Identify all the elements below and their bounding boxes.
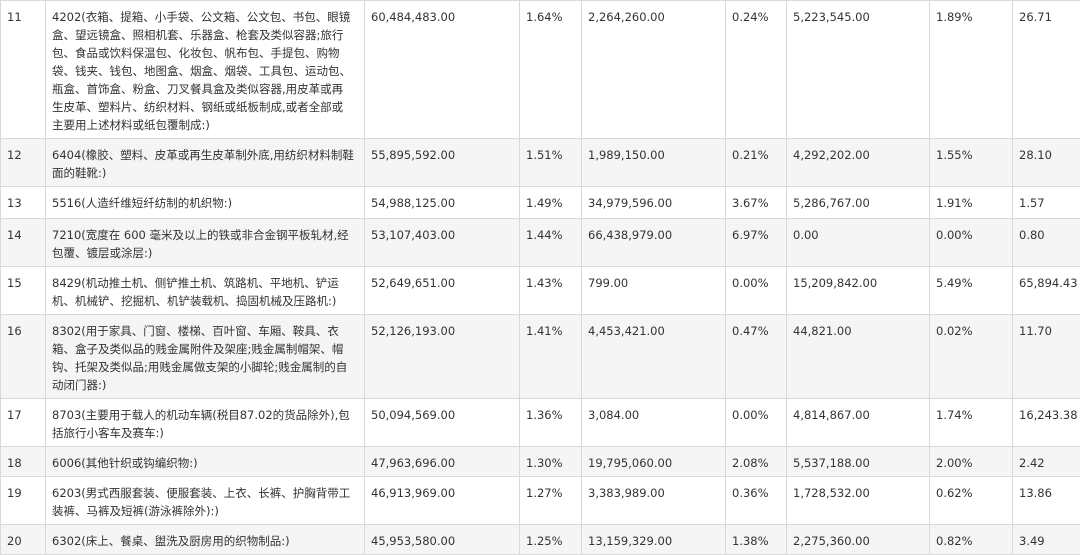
rank-cell: 19 xyxy=(1,477,46,525)
share-cell: 1.55% xyxy=(930,139,1013,187)
value-cell: 1,728,532.00 xyxy=(787,477,930,525)
value-cell: 4,453,421.00 xyxy=(582,315,726,399)
table-row: 12 6404(橡胶、塑料、皮革或再生皮革制外底,用纺织材料制鞋面的鞋靴:) 5… xyxy=(1,139,1080,187)
share-cell: 1.36% xyxy=(520,399,582,447)
commodity-description-cell: 8302(用于家具、门窗、楼梯、百叶窗、车厢、鞍具、衣箱、盒子及类似品的贱金属附… xyxy=(46,315,365,399)
commodity-description-cell: 7210(宽度在 600 毫米及以上的铁或非合金钢平板轧材,经包覆、镀层或涂层:… xyxy=(46,219,365,267)
rank-cell: 11 xyxy=(1,1,46,139)
value-cell: 4,814,867.00 xyxy=(787,399,930,447)
share-cell: 1.64% xyxy=(520,1,582,139)
share-cell: 0.47% xyxy=(726,315,787,399)
commodity-description-cell: 6203(男式西服套装、便服套装、上衣、长裤、护胸背带工装裤、马裤及短裤(游泳裤… xyxy=(46,477,365,525)
rank-cell: 14 xyxy=(1,219,46,267)
commodity-description-cell: 8429(机动推土机、侧铲推土机、筑路机、平地机、铲运机、机械铲、挖掘机、机铲装… xyxy=(46,267,365,315)
value-cell: 2,264,260.00 xyxy=(582,1,726,139)
value-cell: 19,795,060.00 xyxy=(582,447,726,477)
share-cell: 0.24% xyxy=(726,1,787,139)
value-cell: 44,821.00 xyxy=(787,315,930,399)
ratio-cell: 65,894.43 xyxy=(1013,267,1080,315)
ratio-cell: 28.10 xyxy=(1013,139,1080,187)
share-cell: 2.08% xyxy=(726,447,787,477)
value-cell: 4,292,202.00 xyxy=(787,139,930,187)
commodity-description-cell: 5516(人造纤维短纤纺制的机织物:) xyxy=(46,187,365,219)
value-cell: 46,913,969.00 xyxy=(365,477,520,525)
value-cell: 52,649,651.00 xyxy=(365,267,520,315)
share-cell: 1.89% xyxy=(930,1,1013,139)
share-cell: 0.62% xyxy=(930,477,1013,525)
commodity-description-cell: 6404(橡胶、塑料、皮革或再生皮革制外底,用纺织材料制鞋面的鞋靴:) xyxy=(46,139,365,187)
value-cell: 60,484,483.00 xyxy=(365,1,520,139)
value-cell: 34,979,596.00 xyxy=(582,187,726,219)
share-cell: 0.36% xyxy=(726,477,787,525)
share-cell: 3.67% xyxy=(726,187,787,219)
rank-cell: 16 xyxy=(1,315,46,399)
share-cell: 1.27% xyxy=(520,477,582,525)
commodity-description-cell: 8703(主要用于载人的机动车辆(税目87.02的货品除外),包括旅行小客车及赛… xyxy=(46,399,365,447)
rank-cell: 17 xyxy=(1,399,46,447)
rank-cell: 13 xyxy=(1,187,46,219)
share-cell: 1.74% xyxy=(930,399,1013,447)
ratio-cell: 0.80 xyxy=(1013,219,1080,267)
table-row: 14 7210(宽度在 600 毫米及以上的铁或非合金钢平板轧材,经包覆、镀层或… xyxy=(1,219,1080,267)
share-cell: 1.49% xyxy=(520,187,582,219)
commodity-description-cell: 6006(其他针织或钩编织物:) xyxy=(46,447,365,477)
value-cell: 52,126,193.00 xyxy=(365,315,520,399)
value-cell: 799.00 xyxy=(582,267,726,315)
value-cell: 53,107,403.00 xyxy=(365,219,520,267)
share-cell: 1.30% xyxy=(520,447,582,477)
value-cell: 66,438,979.00 xyxy=(582,219,726,267)
value-cell: 3,383,989.00 xyxy=(582,477,726,525)
ratio-cell: 11.70 xyxy=(1013,315,1080,399)
rank-cell: 15 xyxy=(1,267,46,315)
value-cell: 15,209,842.00 xyxy=(787,267,930,315)
share-cell: 1.44% xyxy=(520,219,582,267)
table-row: 19 6203(男式西服套装、便服套装、上衣、长裤、护胸背带工装裤、马裤及短裤(… xyxy=(1,477,1080,525)
commodity-description-cell: 4202(衣箱、提箱、小手袋、公文箱、公文包、书包、眼镜盒、望远镜盒、照相机套、… xyxy=(46,1,365,139)
value-cell: 5,537,188.00 xyxy=(787,447,930,477)
share-cell: 0.00% xyxy=(930,219,1013,267)
table-row: 17 8703(主要用于载人的机动车辆(税目87.02的货品除外),包括旅行小客… xyxy=(1,399,1080,447)
rank-cell: 12 xyxy=(1,139,46,187)
ratio-cell: 13.86 xyxy=(1013,477,1080,525)
share-cell: 1.43% xyxy=(520,267,582,315)
table-row: 15 8429(机动推土机、侧铲推土机、筑路机、平地机、铲运机、机械铲、挖掘机、… xyxy=(1,267,1080,315)
share-cell: 5.49% xyxy=(930,267,1013,315)
value-cell: 55,895,592.00 xyxy=(365,139,520,187)
ratio-cell: 1.57 xyxy=(1013,187,1080,219)
share-cell: 1.91% xyxy=(930,187,1013,219)
table-row: 16 8302(用于家具、门窗、楼梯、百叶窗、车厢、鞍具、衣箱、盒子及类似品的贱… xyxy=(1,315,1080,399)
share-cell: 2.00% xyxy=(930,447,1013,477)
value-cell: 50,094,569.00 xyxy=(365,399,520,447)
ratio-cell: 16,243.38 xyxy=(1013,399,1080,447)
share-cell: 1.51% xyxy=(520,139,582,187)
value-cell: 5,286,767.00 xyxy=(787,187,930,219)
value-cell: 54,988,125.00 xyxy=(365,187,520,219)
share-cell: 0.21% xyxy=(726,139,787,187)
share-cell: 1.41% xyxy=(520,315,582,399)
value-cell: 1,989,150.00 xyxy=(582,139,726,187)
table-row: 11 4202(衣箱、提箱、小手袋、公文箱、公文包、书包、眼镜盒、望远镜盒、照相… xyxy=(1,1,1080,139)
value-cell: 0.00 xyxy=(787,219,930,267)
value-cell: 3,084.00 xyxy=(582,399,726,447)
value-cell: 47,963,696.00 xyxy=(365,447,520,477)
share-cell: 6.97% xyxy=(726,219,787,267)
table-row: 13 5516(人造纤维短纤纺制的机织物:) 54,988,125.00 1.4… xyxy=(1,187,1080,219)
table-row: 18 6006(其他针织或钩编织物:) 47,963,696.00 1.30% … xyxy=(1,447,1080,477)
share-cell: 0.02% xyxy=(930,315,1013,399)
share-cell: 0.00% xyxy=(726,399,787,447)
value-cell: 5,223,545.00 xyxy=(787,1,930,139)
rank-cell: 18 xyxy=(1,447,46,477)
trade-table-page: 11 4202(衣箱、提箱、小手袋、公文箱、公文包、书包、眼镜盒、望远镜盒、照相… xyxy=(0,0,1080,540)
ratio-cell: 26.71 xyxy=(1013,1,1080,139)
ratio-cell: 2.42 xyxy=(1013,447,1080,477)
share-cell: 0.00% xyxy=(726,267,787,315)
